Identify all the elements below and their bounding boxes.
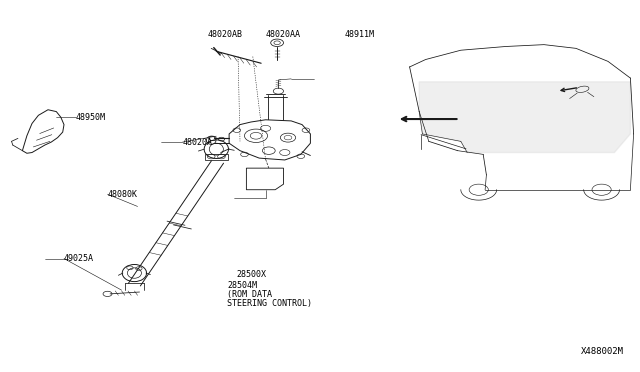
Bar [205, 154, 228, 160]
Text: STEERING CONTROL): STEERING CONTROL) [227, 299, 312, 308]
Text: (ROM DATA: (ROM DATA [227, 290, 272, 299]
Polygon shape [419, 82, 630, 153]
Text: 48911M: 48911M [344, 30, 374, 39]
Text: 48020A: 48020A [182, 138, 212, 147]
Text: 48950M: 48950M [76, 113, 106, 122]
Polygon shape [229, 120, 310, 160]
Text: 48080K: 48080K [108, 190, 138, 199]
Polygon shape [246, 168, 284, 190]
Text: 48020AA: 48020AA [266, 30, 301, 39]
Text: 28504M: 28504M [227, 281, 257, 290]
Text: X488002M: X488002M [581, 347, 624, 356]
Polygon shape [22, 110, 64, 153]
Text: 28500X: 28500X [237, 270, 267, 279]
Text: 48020AB: 48020AB [208, 30, 243, 39]
Text: 49025A: 49025A [64, 254, 94, 263]
